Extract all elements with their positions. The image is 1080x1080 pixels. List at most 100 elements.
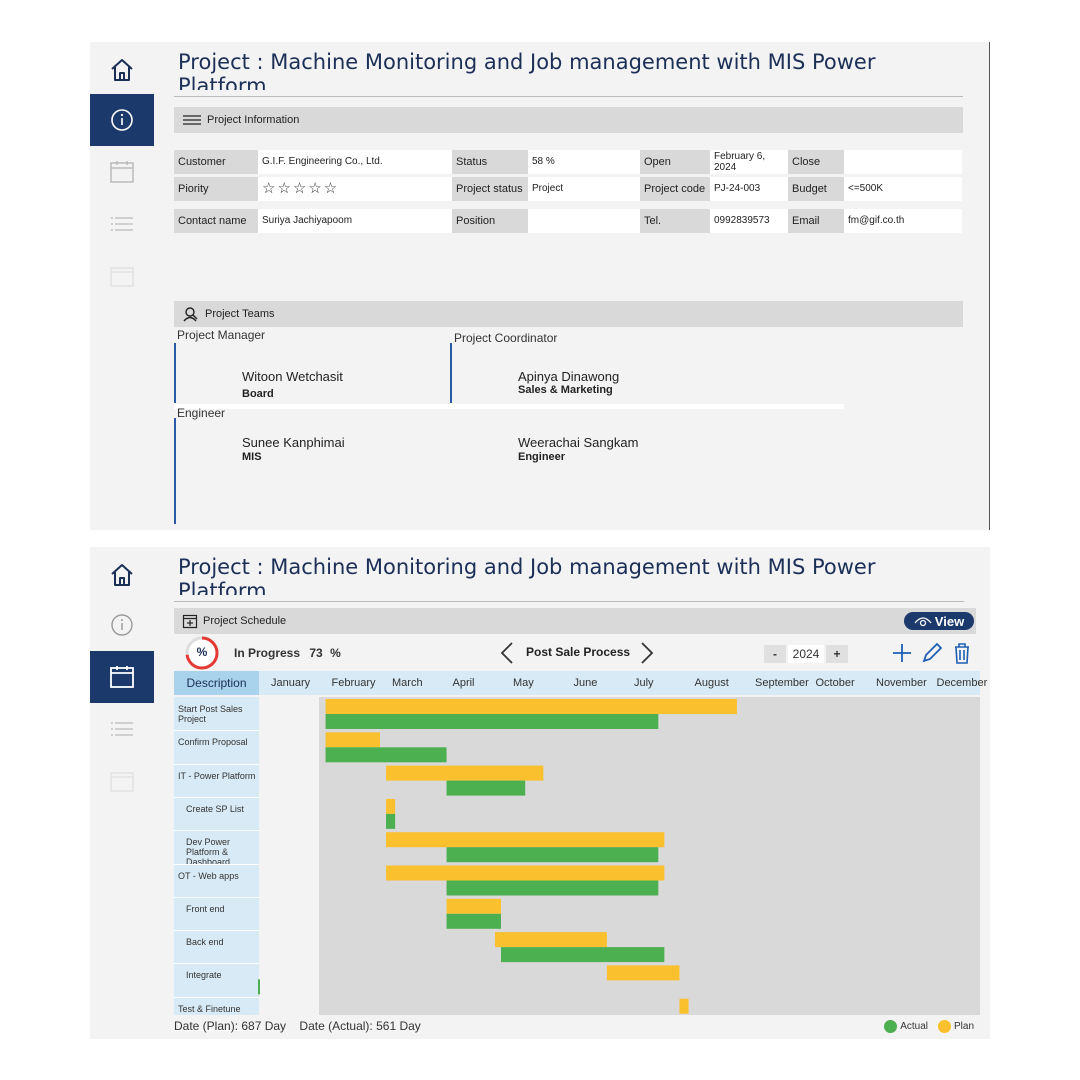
sidebar-item-list[interactable] xyxy=(90,703,154,755)
page-title: Project : Machine Monitoring and Job man… xyxy=(178,555,876,595)
task-description[interactable]: OT - Web apps xyxy=(178,870,239,881)
task-description[interactable]: Back end xyxy=(186,937,224,948)
project-manager-role: Board xyxy=(242,388,274,400)
project-schedule-screen: Project : Machine Monitoring and Job man… xyxy=(90,547,990,1039)
row-separator xyxy=(174,730,259,732)
team-divider xyxy=(174,404,844,409)
task-description[interactable]: Create SP List xyxy=(186,803,244,814)
engineer-role: Engineer xyxy=(518,451,566,463)
sidebar xyxy=(90,42,154,530)
section-title: Project Teams xyxy=(205,308,275,320)
customer-label: Customer xyxy=(174,150,258,174)
actual-bar[interactable] xyxy=(446,780,526,796)
main-content: Project : Machine Monitoring and Job man… xyxy=(154,42,989,530)
task-description-column: Start Post Sales Project Confirm Proposal… xyxy=(174,697,259,1031)
plan-bar[interactable] xyxy=(325,732,380,748)
delete-button[interactable] xyxy=(950,641,974,665)
plan-bar[interactable] xyxy=(386,865,665,881)
sidebar-item-home[interactable] xyxy=(90,44,154,96)
actual-bar[interactable] xyxy=(325,747,447,763)
actual-bar[interactable] xyxy=(325,714,659,729)
project-schedule-header: Project Schedule View xyxy=(174,608,976,634)
priority-rating[interactable]: ☆☆☆☆☆ xyxy=(258,177,452,201)
task-description[interactable]: Confirm Proposal xyxy=(178,737,248,748)
row-separator xyxy=(174,930,259,932)
priority-label: Piority xyxy=(174,177,258,201)
plan-bar[interactable] xyxy=(386,798,396,814)
legend-plan-swatch xyxy=(937,1020,951,1033)
calendar-icon xyxy=(110,666,134,688)
view-button-label: View xyxy=(934,613,965,629)
project-coordinator-label: Project Coordinator xyxy=(454,331,558,345)
view-button[interactable]: View xyxy=(904,612,974,630)
plan-bar[interactable] xyxy=(606,965,680,981)
menu-icon xyxy=(182,114,202,126)
sidebar-item-info[interactable] xyxy=(90,599,154,651)
task-description[interactable]: Start Post Sales Project xyxy=(178,704,243,724)
plan-duration: Date (Plan): 687 Day xyxy=(174,1019,287,1033)
legend-actual-label: Actual xyxy=(900,1021,928,1032)
legend-plan-label: Plan xyxy=(953,1021,974,1032)
customer-value: G.I.F. Engineering Co., Ltd. xyxy=(258,150,452,174)
actual-bar[interactable] xyxy=(501,947,665,963)
engineer-bar xyxy=(174,418,176,524)
task-description[interactable]: Test & Finetune xyxy=(178,1003,241,1014)
task-description[interactable]: Dev Power Platform & Dashboard xyxy=(186,837,231,868)
sidebar-item-list[interactable] xyxy=(90,198,154,250)
project-coordinator-role: Sales & Marketing xyxy=(518,384,613,396)
year-increment-button[interactable]: + xyxy=(826,645,848,663)
add-button[interactable] xyxy=(890,641,914,665)
plan-bar[interactable] xyxy=(386,832,665,848)
plan-bar[interactable] xyxy=(679,998,689,1014)
close-label: Close xyxy=(788,150,844,174)
plan-bar[interactable] xyxy=(494,932,607,948)
project-coordinator-name: Apinya Dinawong xyxy=(518,369,620,384)
project-code-label: Project code xyxy=(640,177,710,201)
sidebar-item-folder[interactable] xyxy=(90,250,154,302)
sidebar-item-folder[interactable] xyxy=(90,755,154,807)
year-decrement-button[interactable]: - xyxy=(764,645,786,663)
progress-status: In Progress 73 % xyxy=(234,646,341,660)
task-description[interactable]: IT - Power Platform xyxy=(178,770,256,781)
status-label: Status xyxy=(452,150,528,174)
actual-bar[interactable] xyxy=(446,880,659,896)
month-label: June xyxy=(573,677,598,689)
project-information-header: Project Information xyxy=(174,107,963,133)
previous-process-button[interactable] xyxy=(494,639,522,667)
sidebar-item-home[interactable] xyxy=(90,549,154,601)
percent-icon: % xyxy=(196,645,208,659)
year-field[interactable]: 2024 xyxy=(788,645,824,663)
sidebar-item-calendar[interactable] xyxy=(90,146,154,198)
budget-value: <=500K xyxy=(844,177,962,201)
main-content: Project : Machine Monitoring and Job man… xyxy=(154,547,990,1039)
pencil-icon xyxy=(922,642,943,663)
month-header-row: Description January February March April May… xyxy=(174,671,987,695)
task-description[interactable]: Integrate xyxy=(186,970,222,981)
next-process-button[interactable] xyxy=(632,639,660,667)
actual-bar[interactable] xyxy=(446,913,501,929)
sidebar-item-info[interactable] xyxy=(90,94,154,146)
list-icon xyxy=(111,217,133,231)
month-label: April xyxy=(452,677,475,689)
tel-label: Tel. xyxy=(640,209,710,233)
month-label: August xyxy=(694,677,729,689)
list-icon xyxy=(111,722,133,736)
sidebar-item-calendar[interactable] xyxy=(90,651,154,703)
project-teams-header: Project Teams xyxy=(174,301,963,327)
plan-bar[interactable] xyxy=(446,898,501,914)
eye-icon xyxy=(914,617,932,627)
position-value xyxy=(528,209,640,233)
plan-bar[interactable] xyxy=(386,765,544,781)
plan-bar[interactable] xyxy=(325,699,737,714)
actual-bar[interactable] xyxy=(386,813,396,829)
edit-button[interactable] xyxy=(920,641,944,665)
folder-icon xyxy=(110,267,134,287)
info-icon xyxy=(111,614,133,636)
email-label: Email xyxy=(788,209,844,233)
info-row: Piority ☆☆☆☆☆ Project status Project Pro… xyxy=(174,177,963,201)
trash-icon xyxy=(955,643,969,664)
actual-bar[interactable] xyxy=(446,847,659,863)
home-icon xyxy=(111,59,133,81)
status-value: 58 % xyxy=(528,150,640,174)
task-description[interactable]: Front end xyxy=(186,903,225,914)
